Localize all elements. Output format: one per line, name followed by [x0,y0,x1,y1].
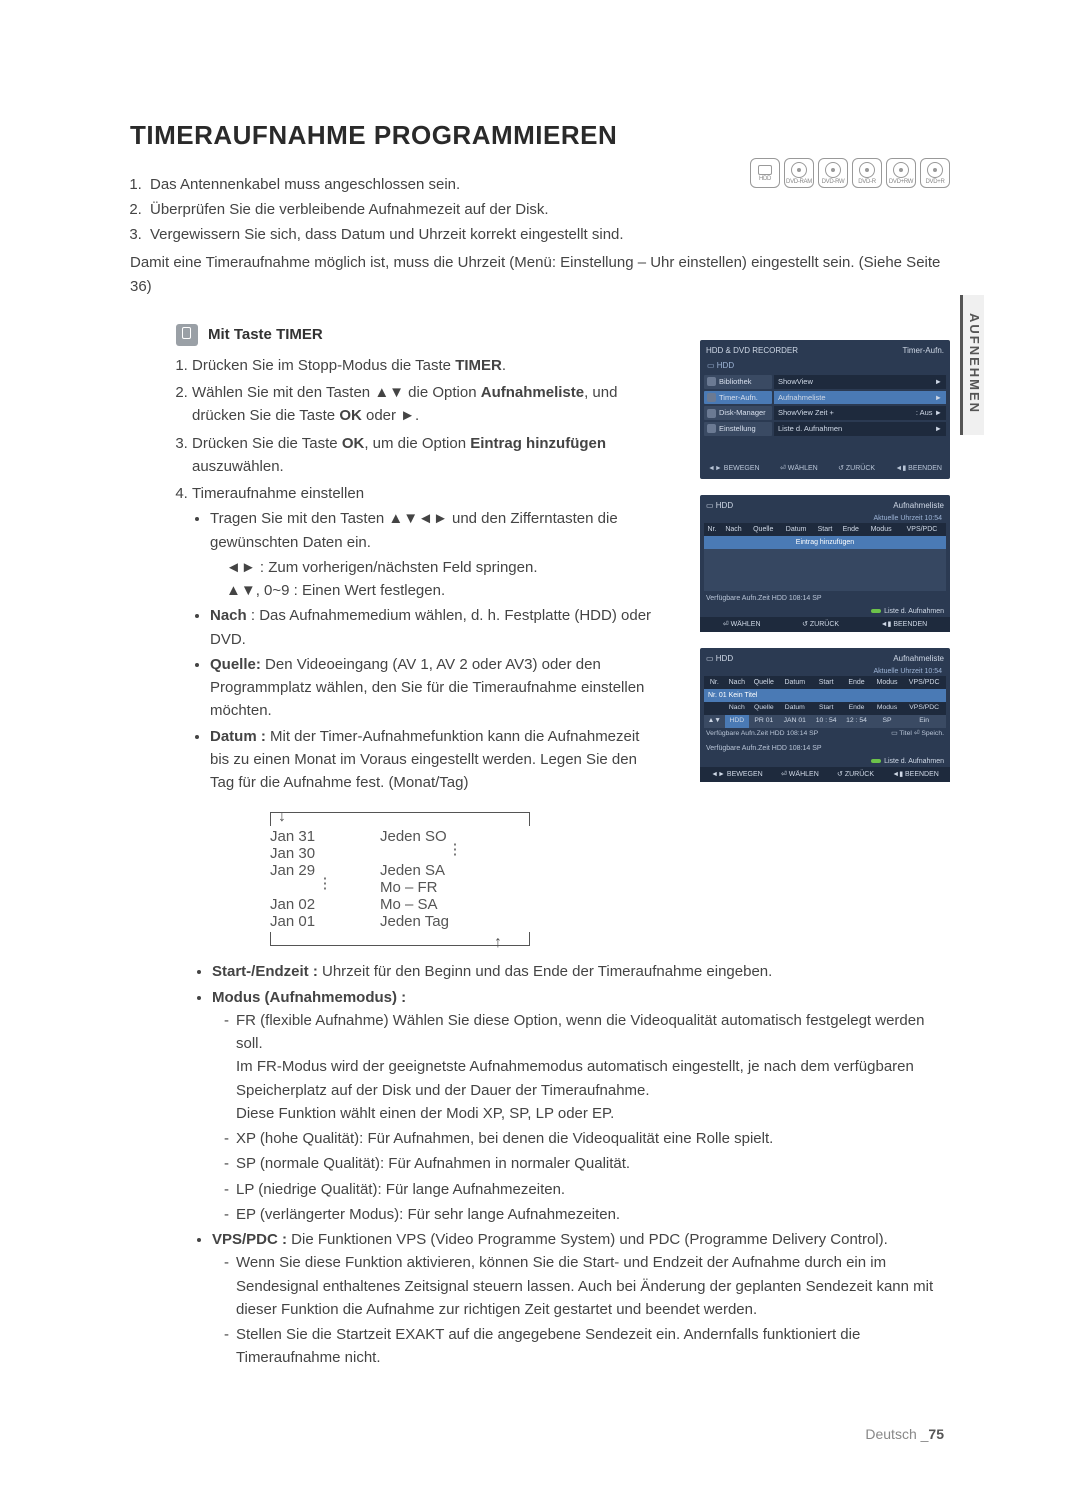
prereq-2: Überprüfen Sie die verbleibende Aufnahme… [146,198,950,223]
step-1: Drücken Sie im Stopp-Modus die Taste TIM… [192,354,652,377]
step-3: Drücken Sie die Taste OK, um die Option … [192,432,652,479]
disc-icon-dvdplusrw: DVD+RW [886,158,916,188]
disc-icon-hdd: HDD [750,158,780,188]
step4-sublist: Tragen Sie mit den Tasten ▲▼◄► und den Z… [210,507,652,554]
field-datum: Datum : Mit der Timer-Aufnahmefunktion k… [210,725,652,795]
disc-icon-dvdr: DVD-R [852,158,882,188]
osd-recordlist-empty: ▭ HDDAufnahmeliste Aktuelle Uhrzeit 10:5… [700,495,950,632]
mode-sp: SP (normale Qualität): Für Aufnahmen in … [224,1152,948,1175]
osd-screens: HDD & DVD RECORDERTimer-Aufn. ▭ HDD Bibl… [700,340,950,782]
remote-icon [176,324,198,346]
mode-lp: LP (niedrige Qualität): Für lange Aufnah… [224,1178,948,1201]
disc-icon-dvdrw: DVD-RW [818,158,848,188]
step4-arrows1: ◄► : Zum vorherigen/nächsten Feld spring… [226,556,652,579]
disc-icon-dvdram: DVD-RAM [784,158,814,188]
page-footer: Deutsch _75 [865,1426,944,1442]
step4-entry: Tragen Sie mit den Tasten ▲▼◄► und den Z… [210,507,652,554]
date-diagram: ↓ Jan 31Jeden SO Jan 30⋮ Jan 29Jeden SA … [250,812,550,946]
page-title: TIMERAUFNAHME PROGRAMMIEREN [130,120,950,151]
osd-menu: HDD & DVD RECORDERTimer-Aufn. ▭ HDD Bibl… [700,340,950,479]
step4-arrows2: ▲▼, 0~9 : Einen Wert festlegen. [226,579,652,602]
continued-fields: Start-/Endzeit : Uhrzeit für den Beginn … [208,960,948,1369]
side-tab: AUFNEHMEN [960,295,984,435]
step4-fields: Nach : Das Aufnahmemedium wählen, d. h. … [210,604,652,794]
field-nach: Nach : Das Aufnahmemedium wählen, d. h. … [210,604,652,651]
subhead-text: Mit Taste TIMER [208,326,323,343]
vps-note1: Wenn Sie diese Funktion aktivieren, könn… [224,1251,948,1321]
mode-ep: EP (verlängerter Modus): Für sehr lange … [224,1203,948,1226]
arrow-up-icon: ↑ [494,934,502,952]
field-quelle: Quelle: Den Videoeingang (AV 1, AV 2 ode… [210,653,652,723]
prereq-3: Vergewissern Sie sich, dass Datum und Uh… [146,223,950,248]
vps-note2: Stellen Sie die Startzeit EXAKT auf die … [224,1323,948,1370]
side-tab-label: AUFNEHMEN [967,313,982,414]
step-4: Timeraufnahme einstellen Tragen Sie mit … [192,482,652,794]
disc-compat-row: HDD DVD-RAM DVD-RW DVD-R DVD+RW DVD+R [750,158,950,188]
mode-fr: FR (flexible Aufnahme) Wählen Sie diese … [224,1009,948,1125]
disc-icon-dvdplusr: DVD+R [920,158,950,188]
lead-paragraph: Damit eine Timeraufnahme möglich ist, mu… [130,251,950,298]
osd-recordlist-edit: ▭ HDDAufnahmeliste Aktuelle Uhrzeit 10:5… [700,648,950,781]
mode-xp: XP (hohe Qualität): Für Aufnahmen, bei d… [224,1127,948,1150]
steps-list: Drücken Sie im Stopp-Modus die Taste TIM… [192,354,652,795]
step-2: Wählen Sie mit den Tasten ▲▼ die Option … [192,381,652,428]
field-modus: Modus (Aufnahmemodus) : FR (flexible Auf… [212,986,948,1227]
field-vpspdc: VPS/PDC : Die Funktionen VPS (Video Prog… [212,1228,948,1370]
field-startend: Start-/Endzeit : Uhrzeit für den Beginn … [212,960,948,983]
